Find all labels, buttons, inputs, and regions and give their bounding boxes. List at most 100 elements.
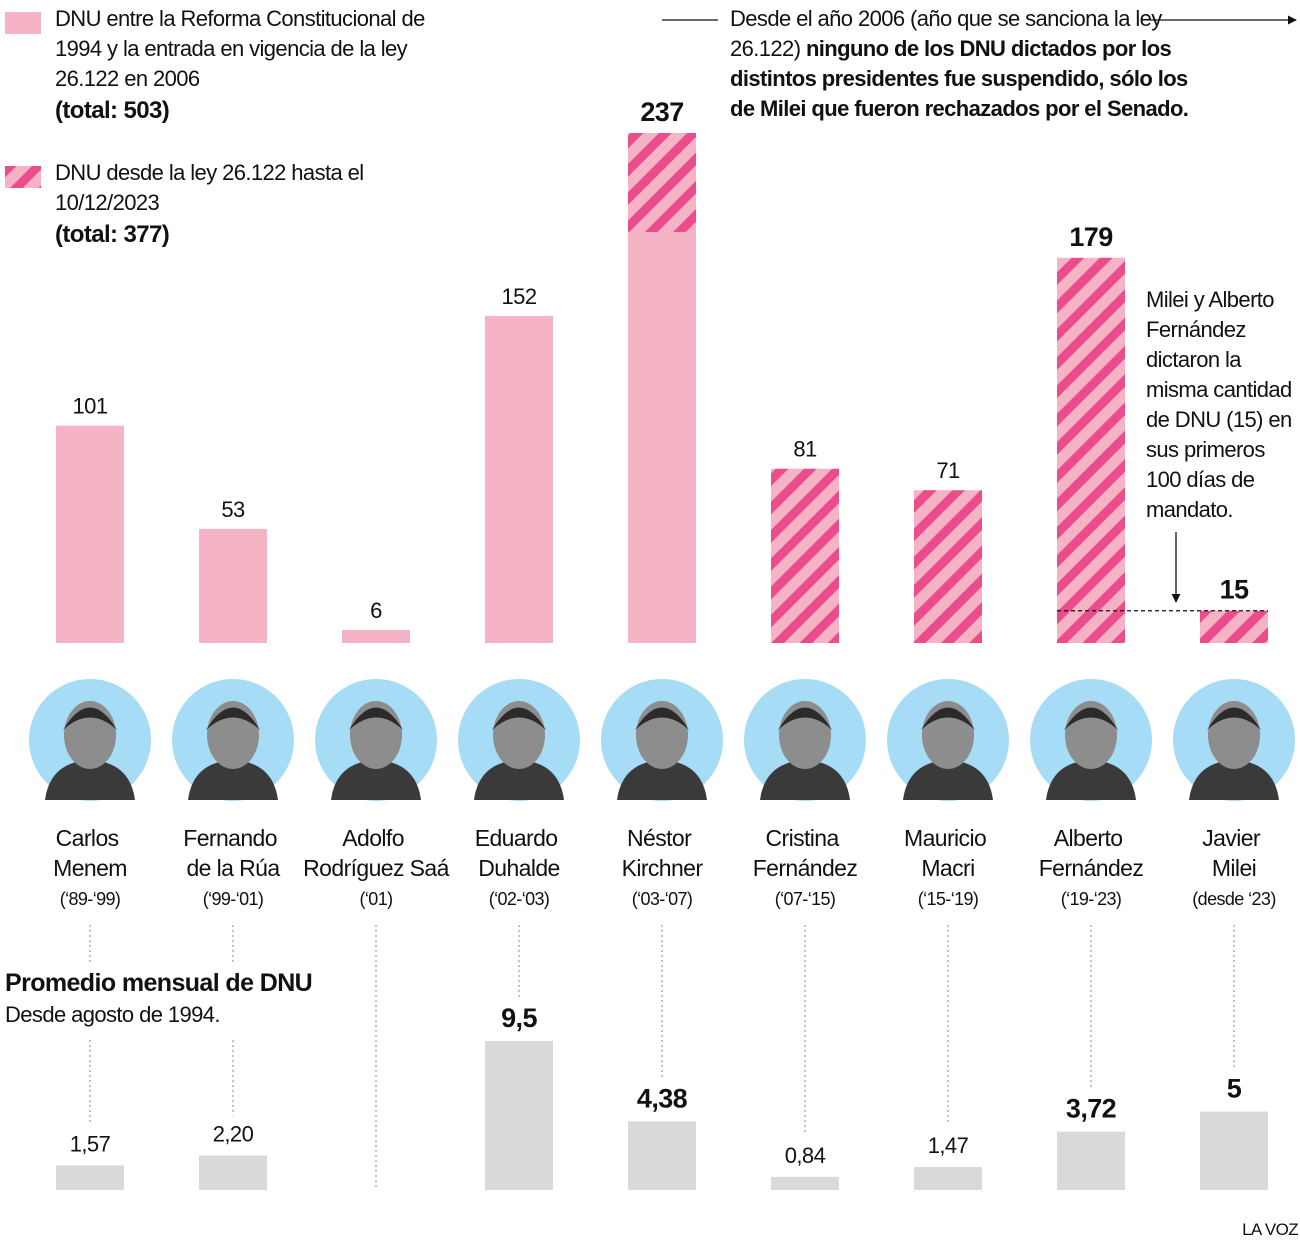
category-label: Carlos Menem xyxy=(53,825,127,881)
value-label: 9,5 xyxy=(501,1003,537,1033)
total-label: 6 xyxy=(370,598,382,623)
bar-segment xyxy=(628,133,696,232)
value-label: 3,72 xyxy=(1066,1094,1116,1124)
category-line: Fernández xyxy=(753,855,858,881)
legend-total: (total: 503) xyxy=(55,97,170,124)
total-label: 152 xyxy=(502,284,537,309)
portrait-body xyxy=(45,760,135,800)
bar-segment xyxy=(56,425,124,643)
value-label: 4,38 xyxy=(637,1083,688,1113)
period-label: (‘01) xyxy=(359,889,392,909)
category-line: Javier xyxy=(1202,825,1266,851)
value-label: 1,57 xyxy=(70,1131,111,1156)
portrait-body xyxy=(474,760,564,800)
category-line: de la Rúa xyxy=(186,855,280,881)
period-label: (‘15-‘19) xyxy=(918,889,979,909)
category-label: Javier Milei xyxy=(1202,825,1266,881)
period-label: (‘89-‘99) xyxy=(60,889,121,909)
category-line: Mauricio xyxy=(904,825,992,851)
total-label: 101 xyxy=(73,394,108,419)
bar xyxy=(199,1155,267,1190)
bar-segment xyxy=(771,468,839,643)
period-label: (‘19-‘23) xyxy=(1061,889,1122,909)
value-label: 0,84 xyxy=(785,1143,826,1168)
bar xyxy=(1200,1111,1268,1190)
category-line: Alberto xyxy=(1054,825,1128,851)
total-label: 53 xyxy=(221,497,245,522)
portrait-body xyxy=(188,760,278,800)
category-line: Néstor xyxy=(627,825,697,851)
bar xyxy=(56,1165,124,1190)
category-label: Cristina Fernández xyxy=(753,825,858,881)
bar-segment xyxy=(1200,610,1268,643)
legend-text: DNU desde la ley 26.122 hasta el 10/12/2… xyxy=(55,160,364,215)
category-line: Kirchner xyxy=(622,855,704,881)
source: LA VOZ xyxy=(1242,1220,1298,1239)
annotation-bold: ninguno de los DNU dictados por los dist… xyxy=(730,36,1189,121)
category-line: Duhalde xyxy=(478,855,559,881)
bar xyxy=(628,1121,696,1190)
category-line: Fernández xyxy=(1039,855,1144,881)
value-label: 5 xyxy=(1227,1074,1242,1104)
portrait-body xyxy=(903,760,993,800)
category-label: Adolfo Rodríguez Saá xyxy=(303,825,449,881)
portrait-body xyxy=(331,760,421,800)
subchart-subtitle: Desde agosto de 1994. xyxy=(5,1002,221,1027)
bar-segment xyxy=(628,231,696,643)
period-label: (desde ‘23) xyxy=(1192,889,1275,909)
legend-total: (total: 377) xyxy=(55,221,170,248)
category-line: Menem xyxy=(53,855,127,881)
category-line: Carlos xyxy=(56,825,125,851)
portrait-hair xyxy=(1207,707,1261,730)
subchart-title: Promedio mensual de DNU xyxy=(5,969,313,997)
category-line: Macri xyxy=(921,855,974,881)
category-label: Eduardo Duhalde xyxy=(475,825,564,881)
category-line: Adolfo xyxy=(342,825,409,851)
annotation: Desde el año 2006 (año que se sanciona l… xyxy=(730,4,1200,124)
bar-segment xyxy=(199,528,267,643)
bar xyxy=(485,1041,553,1190)
period-label: (‘03-‘07) xyxy=(632,889,693,909)
portrait-body xyxy=(617,760,707,800)
category-label: Fernando de la Rúa xyxy=(183,825,282,881)
total-label: 81 xyxy=(793,437,817,462)
legend-text: DNU entre la Reforma Constitucional de 1… xyxy=(55,6,425,91)
side-annotation: Milei y Alberto Fernández dictaron la mi… xyxy=(1146,287,1292,522)
bar xyxy=(914,1166,982,1190)
portrait-body xyxy=(1189,760,1279,800)
portrait-body xyxy=(1046,760,1136,800)
value-label: 2,20 xyxy=(213,1121,254,1146)
portrait-hair xyxy=(349,707,403,730)
category-label: Mauricio Macri xyxy=(904,825,992,881)
legend-swatch xyxy=(5,12,41,34)
period-label: (‘07-‘15) xyxy=(775,889,836,909)
total-label: 15 xyxy=(1220,575,1249,605)
portrait-hair xyxy=(206,707,260,730)
portrait-hair xyxy=(1064,707,1118,730)
category-line: Milei xyxy=(1212,855,1256,881)
portrait-hair xyxy=(778,707,832,730)
category-label: Alberto Fernández xyxy=(1039,825,1144,881)
portrait-hair xyxy=(492,707,546,730)
bar-segment xyxy=(914,490,982,643)
total-label: 237 xyxy=(640,97,683,127)
portrait-body xyxy=(760,760,850,800)
portrait-hair xyxy=(635,707,689,730)
value-label: 1,47 xyxy=(928,1133,969,1158)
legend-swatch xyxy=(5,166,41,188)
category-line: Fernando xyxy=(183,825,282,851)
total-label: 179 xyxy=(1069,222,1113,252)
category-line: Cristina xyxy=(766,825,845,851)
total-label: 71 xyxy=(936,458,960,483)
category-line: Rodríguez Saá xyxy=(303,855,449,881)
portrait-hair xyxy=(63,707,117,730)
annotation-lead: Desde el año 2006 (año que se sanciona l… xyxy=(730,6,1162,61)
portrait-hair xyxy=(921,707,975,730)
period-label: (‘02-‘03) xyxy=(489,889,550,909)
category-line: Eduardo xyxy=(475,825,564,851)
bar-segment xyxy=(342,630,410,643)
bar-segment xyxy=(485,315,553,643)
category-label: Néstor Kirchner xyxy=(622,825,704,881)
